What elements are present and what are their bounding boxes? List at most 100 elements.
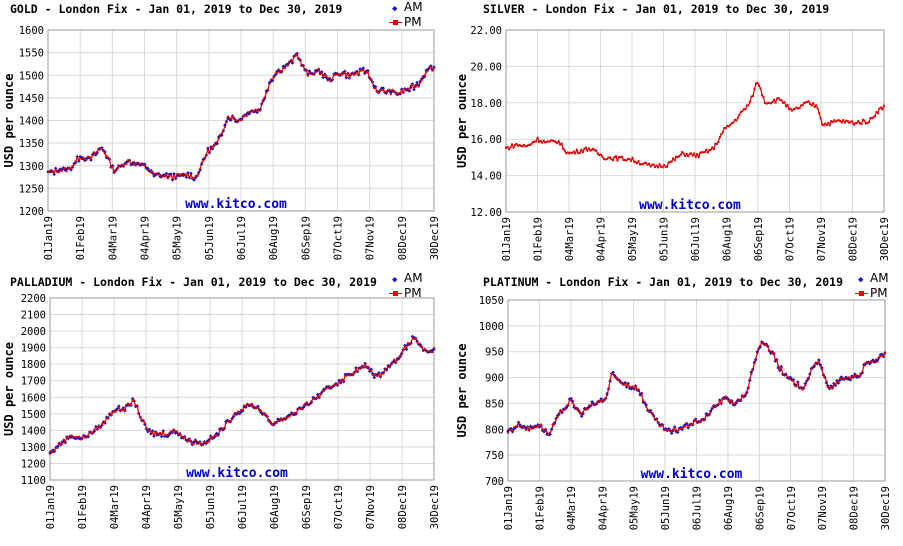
gold-pm-point [260,102,263,105]
gold-pm-point [85,158,88,161]
palladium-pm-point [165,434,168,437]
platinum-pm-point [681,427,684,430]
palladium-pm-point [266,415,269,418]
silver-pm-point [640,163,643,166]
palladium-pm-point [387,364,390,367]
gold-pm-point [242,115,245,118]
silver-pm-point [646,163,649,166]
gold-pm-point [73,163,76,166]
gold-pm-point [406,87,409,90]
palladium-legend-pm: PM [404,286,422,300]
platinum-chart-svg: PLATINUM - London Fix - Jan 01, 2019 to … [455,273,892,530]
gold-pm-point [248,111,251,114]
gold-pm-point [340,73,343,76]
palladium-y-axis-label: USD per ounce [2,342,16,436]
platinum-pm-point [828,387,831,390]
platinum-pm-point [516,425,519,428]
palladium-am-point [396,356,401,361]
gold-pm-point [114,169,117,172]
platinum-pm-point [633,387,636,390]
platinum-pm-point [817,360,820,363]
palladium-pm-point [192,442,195,445]
platinum-pm-point [766,345,769,348]
palladium-pm-point [351,373,354,376]
silver-pm-point [539,139,542,142]
platinum-am-point [591,402,596,406]
palladium-x-tick-label: 07Oct19 [333,485,345,529]
silver-pm-point [664,165,667,168]
platinum-pm-point [580,414,583,417]
platinum-pm-point [811,365,814,368]
silver-pm-point [863,119,866,122]
platinum-pm-point [634,385,637,388]
platinum-pm-point [807,378,810,381]
platinum-pm-point [592,404,595,407]
gold-pm-point [380,88,383,91]
platinum-pm-point [775,359,778,362]
platinum-pm-point [763,343,766,346]
silver-pm-point [643,161,646,164]
gold-y-tick-label: 1200 [19,206,44,218]
palladium-pm-point [114,410,117,413]
silver-pm-point [679,153,682,156]
silver-pm-point [560,142,563,145]
platinum-pm-point [765,344,768,347]
gold-pm-point [222,129,225,132]
silver-pm-point [756,81,759,84]
platinum-y-tick-label: 950 [485,347,504,359]
palladium-pm-point [304,402,307,405]
palladium-pm-point [296,408,299,411]
gold-pm-point [360,68,363,71]
gold-pm-point [185,174,188,177]
gold-y-tick-label: 1350 [19,138,44,150]
platinum-pm-point [880,354,883,357]
gold-pm-point [183,173,186,176]
gold-pm-point [414,86,417,89]
silver-pm-point [584,146,587,149]
platinum-am-point [666,426,671,431]
silver-pm-point [657,166,660,169]
gold-pm-point [48,170,51,173]
gold-pm-point [209,146,212,149]
palladium-y-tick-label: 1400 [21,425,46,437]
silver-pm-point [745,104,748,107]
silver-pm-point [697,156,700,159]
silver-pm-point [712,148,715,151]
silver-pm-point [782,101,785,104]
palladium-pm-point [338,380,341,383]
silver-pm-point [694,155,697,158]
platinum-pm-point [715,404,718,407]
gold-pm-point [116,168,119,171]
gold-pm-point [286,64,289,67]
palladium-pm-point [59,443,62,446]
gold-pm-point [311,73,314,76]
gold-am-point [149,168,153,173]
silver-pm-point [626,158,629,161]
platinum-pm-point [709,410,712,413]
gold-pm-point [142,163,145,166]
gold-pm-point [117,164,120,167]
gold-pm-point [296,53,299,56]
palladium-pm-point [110,413,113,416]
palladium-pm-point [371,373,374,376]
platinum-pm-point [795,384,798,387]
silver-y-tick-label: 18.00 [470,98,502,110]
gold-pm-point [99,147,102,150]
silver-pm-point [748,101,751,104]
gold-am-point [95,151,100,155]
gold-chart-svg: GOLD - London Fix - Jan 01, 2019 to Dec … [2,0,441,260]
platinum-pm-point [882,355,885,358]
palladium-am-point [159,434,164,439]
gold-pm-point [105,154,108,157]
silver-pm-point [634,160,637,163]
silver-pm-point [616,159,619,162]
platinum-chart: PLATINUM - London Fix - Jan 01, 2019 to … [451,273,903,546]
platinum-pm-point [673,427,676,430]
platinum-pm-point [723,397,726,400]
gold-pm-point [150,171,153,174]
platinum-pm-point [711,406,714,409]
platinum-pm-point [507,431,509,434]
silver-pm-point [875,111,878,114]
silver-pm-point [682,152,685,155]
gold-pm-point [385,91,388,94]
